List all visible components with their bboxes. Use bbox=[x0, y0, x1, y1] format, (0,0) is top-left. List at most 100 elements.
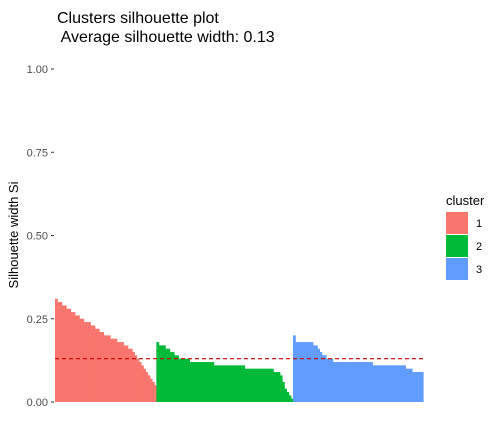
silhouette-bar-cluster-3 bbox=[418, 372, 422, 402]
silhouette-bar-cluster-1 bbox=[125, 345, 129, 402]
silhouette-bar-cluster-2 bbox=[290, 398, 294, 402]
silhouette-bar-cluster-1 bbox=[79, 318, 83, 402]
silhouette-bar-cluster-2 bbox=[284, 388, 287, 402]
silhouette-bar-cluster-2 bbox=[218, 365, 221, 402]
y-axis: 0.00 0.25 0.50 0.75 1.00 bbox=[27, 64, 54, 409]
silhouette-bar-cluster-1 bbox=[123, 345, 127, 402]
silhouette-bar-cluster-2 bbox=[246, 368, 250, 402]
silhouette-bar-cluster-3 bbox=[387, 365, 391, 402]
silhouette-bar-cluster-3 bbox=[297, 342, 301, 402]
silhouette-bar-cluster-2 bbox=[189, 362, 193, 402]
silhouette-bar-cluster-1 bbox=[68, 308, 72, 402]
silhouette-bar-cluster-2 bbox=[193, 362, 197, 402]
silhouette-bar-cluster-1 bbox=[129, 348, 133, 402]
silhouette-bar-cluster-2 bbox=[211, 362, 215, 402]
silhouette-bar-cluster-3 bbox=[321, 355, 325, 402]
silhouette-bar-cluster-1 bbox=[94, 328, 98, 402]
silhouette-bar-cluster-1 bbox=[105, 335, 109, 402]
silhouette-bar-cluster-2 bbox=[173, 355, 177, 402]
silhouette-bar-cluster-3 bbox=[414, 372, 417, 402]
silhouette-bar-cluster-1 bbox=[118, 342, 122, 402]
silhouette-bar-cluster-3 bbox=[330, 358, 334, 402]
silhouette-bar-cluster-2 bbox=[242, 365, 246, 402]
silhouette-bar-cluster-2 bbox=[196, 362, 199, 402]
silhouette-bar-cluster-2 bbox=[156, 342, 160, 402]
legend-swatch-cluster-2 bbox=[446, 235, 468, 257]
silhouette-bar-cluster-3 bbox=[370, 362, 373, 402]
silhouette-bar-cluster-1 bbox=[59, 302, 63, 402]
silhouette-bar-cluster-2 bbox=[167, 348, 171, 402]
y-tick-label: 0.50 bbox=[27, 231, 48, 243]
y-axis-title: Silhouette width Si bbox=[6, 181, 21, 288]
silhouette-bar-cluster-1 bbox=[147, 375, 151, 402]
silhouette-bar-cluster-1 bbox=[140, 365, 144, 402]
silhouette-bar-cluster-3 bbox=[308, 342, 312, 402]
silhouette-bar-cluster-3 bbox=[416, 372, 420, 402]
silhouette-bar-cluster-1 bbox=[121, 342, 124, 402]
silhouette-bar-cluster-2 bbox=[240, 365, 243, 402]
silhouette-bar-cluster-3 bbox=[385, 365, 389, 402]
silhouette-bar-cluster-2 bbox=[213, 365, 217, 402]
silhouette-bar-cluster-3 bbox=[400, 365, 404, 402]
silhouette-bar-cluster-2 bbox=[281, 382, 285, 402]
silhouette-bar-cluster-2 bbox=[187, 358, 191, 402]
silhouette-bar-cluster-2 bbox=[279, 375, 283, 402]
silhouette-bar-cluster-2 bbox=[209, 362, 213, 402]
silhouette-bar-cluster-2 bbox=[255, 368, 259, 402]
silhouette-bar-cluster-1 bbox=[134, 355, 138, 402]
silhouette-bar-cluster-1 bbox=[70, 312, 74, 402]
silhouette-bar-cluster-1 bbox=[55, 298, 58, 402]
y-tick-label: 1.00 bbox=[27, 64, 48, 76]
silhouette-bar-cluster-2 bbox=[275, 372, 279, 402]
silhouette-bar-cluster-3 bbox=[354, 362, 358, 402]
silhouette-bar-cluster-2 bbox=[162, 345, 166, 402]
silhouette-bar-cluster-1 bbox=[112, 338, 116, 402]
silhouette-bar-cluster-3 bbox=[374, 365, 378, 402]
silhouette-bar-cluster-1 bbox=[96, 328, 100, 402]
silhouette-bar-cluster-1 bbox=[101, 332, 105, 402]
silhouette-bar-cluster-2 bbox=[229, 365, 232, 402]
silhouette-bar-cluster-3 bbox=[403, 365, 406, 402]
silhouette-bar-cluster-3 bbox=[405, 368, 409, 402]
silhouette-bar-cluster-3 bbox=[326, 358, 329, 402]
silhouette-bar-cluster-3 bbox=[312, 345, 316, 402]
silhouette-bar-cluster-3 bbox=[372, 365, 376, 402]
silhouette-bar-cluster-2 bbox=[200, 362, 204, 402]
silhouette-bar-cluster-1 bbox=[57, 302, 61, 402]
silhouette-bar-cluster-3 bbox=[341, 362, 345, 402]
silhouette-bar-cluster-3 bbox=[332, 362, 336, 402]
silhouette-bar-cluster-2 bbox=[231, 365, 235, 402]
silhouette-bar-cluster-2 bbox=[171, 352, 175, 402]
silhouette-bar-cluster-3 bbox=[367, 362, 371, 402]
legend-swatch-cluster-1 bbox=[446, 212, 468, 234]
silhouette-bar-cluster-3 bbox=[398, 365, 402, 402]
silhouette-bar-cluster-2 bbox=[273, 372, 276, 402]
silhouette-bar-cluster-1 bbox=[99, 332, 102, 402]
silhouette-bar-cluster-2 bbox=[182, 358, 186, 402]
silhouette-bar-cluster-2 bbox=[165, 348, 168, 402]
silhouette-bar-cluster-1 bbox=[138, 362, 142, 402]
silhouette-bar-cluster-2 bbox=[220, 365, 224, 402]
y-tick-label: 0.75 bbox=[27, 147, 48, 159]
chart-title: Clusters silhouette plot bbox=[57, 10, 219, 27]
silhouette-bar-cluster-2 bbox=[277, 372, 281, 402]
silhouette-bar-cluster-2 bbox=[257, 368, 261, 402]
silhouette-bar-cluster-1 bbox=[72, 312, 76, 402]
silhouette-bar-cluster-3 bbox=[299, 342, 303, 402]
silhouette-bar-cluster-1 bbox=[114, 338, 118, 402]
silhouette-bar-cluster-3 bbox=[334, 362, 338, 402]
silhouette-bar-cluster-3 bbox=[363, 362, 367, 402]
silhouette-bar-cluster-2 bbox=[286, 392, 290, 402]
silhouette-bar-cluster-3 bbox=[376, 365, 380, 402]
silhouette-bar-cluster-3 bbox=[359, 362, 362, 402]
legend-label-cluster-2: 2 bbox=[476, 241, 482, 253]
silhouette-bar-cluster-3 bbox=[365, 362, 369, 402]
silhouette-bar-cluster-1 bbox=[63, 305, 67, 402]
silhouette-bar-cluster-2 bbox=[270, 368, 274, 402]
silhouette-bar-cluster-2 bbox=[259, 368, 263, 402]
silhouette-bar-cluster-3 bbox=[392, 365, 395, 402]
silhouette-bar-cluster-3 bbox=[315, 345, 318, 402]
silhouette-bar-cluster-1 bbox=[151, 382, 155, 402]
silhouette-bar-cluster-2 bbox=[207, 362, 210, 402]
silhouette-bar-cluster-1 bbox=[88, 322, 91, 402]
